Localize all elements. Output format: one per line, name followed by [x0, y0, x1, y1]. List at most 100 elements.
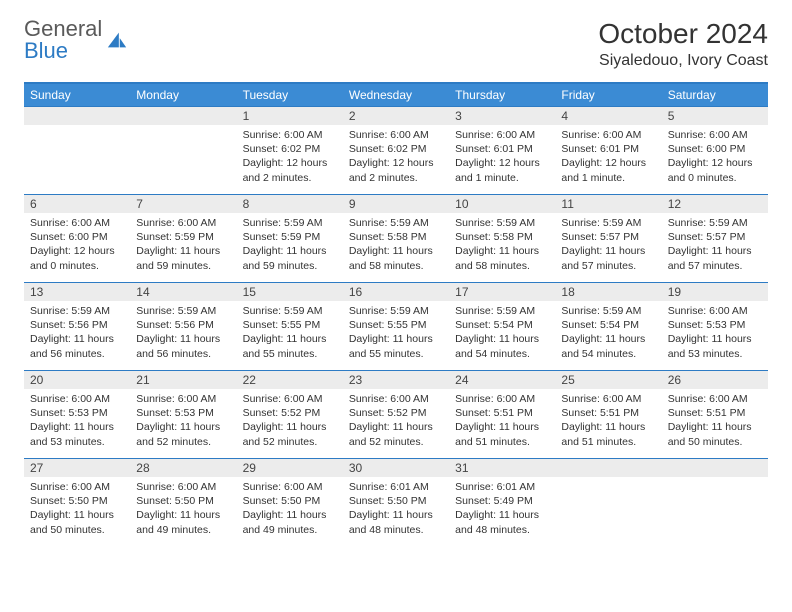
day-number: 14 — [130, 283, 236, 301]
calendar-cell: 23Sunrise: 6:00 AMSunset: 5:52 PMDayligh… — [343, 370, 449, 458]
day-details: Sunrise: 6:01 AMSunset: 5:49 PMDaylight:… — [449, 477, 555, 543]
day-details: Sunrise: 6:00 AMSunset: 5:52 PMDaylight:… — [343, 389, 449, 455]
day-number: 3 — [449, 107, 555, 125]
daylight-line: Daylight: 12 hours and 2 minutes. — [349, 156, 443, 184]
calendar-cell: 22Sunrise: 6:00 AMSunset: 5:52 PMDayligh… — [237, 370, 343, 458]
calendar-cell: 26Sunrise: 6:00 AMSunset: 5:51 PMDayligh… — [662, 370, 768, 458]
day-number: 11 — [555, 195, 661, 213]
logo: General Blue — [24, 18, 128, 62]
sunset-line: Sunset: 5:49 PM — [455, 494, 549, 508]
day-details: Sunrise: 6:00 AMSunset: 5:51 PMDaylight:… — [662, 389, 768, 455]
day-header: Tuesday — [237, 84, 343, 106]
sunrise-line: Sunrise: 6:00 AM — [349, 392, 443, 406]
day-number: 29 — [237, 459, 343, 477]
daylight-line: Daylight: 12 hours and 1 minute. — [455, 156, 549, 184]
daylight-line: Daylight: 12 hours and 1 minute. — [561, 156, 655, 184]
day-number: 26 — [662, 371, 768, 389]
calendar-cell: 4Sunrise: 6:00 AMSunset: 6:01 PMDaylight… — [555, 106, 661, 194]
calendar-cell: 21Sunrise: 6:00 AMSunset: 5:53 PMDayligh… — [130, 370, 236, 458]
calendar-cell: 25Sunrise: 6:00 AMSunset: 5:51 PMDayligh… — [555, 370, 661, 458]
month-title: October 2024 — [598, 18, 768, 50]
sunrise-line: Sunrise: 5:59 AM — [455, 304, 549, 318]
calendar-grid: SundayMondayTuesdayWednesdayThursdayFrid… — [24, 82, 768, 546]
day-details: Sunrise: 5:59 AMSunset: 5:55 PMDaylight:… — [343, 301, 449, 367]
calendar-cell: 7Sunrise: 6:00 AMSunset: 5:59 PMDaylight… — [130, 194, 236, 282]
daylight-line: Daylight: 11 hours and 50 minutes. — [30, 508, 124, 536]
day-number — [555, 459, 661, 477]
sunset-line: Sunset: 5:59 PM — [243, 230, 337, 244]
daylight-line: Daylight: 11 hours and 50 minutes. — [668, 420, 762, 448]
day-details: Sunrise: 6:00 AMSunset: 5:53 PMDaylight:… — [24, 389, 130, 455]
sunrise-line: Sunrise: 6:00 AM — [455, 392, 549, 406]
logo-sail-icon — [106, 29, 128, 51]
daylight-line: Daylight: 11 hours and 54 minutes. — [455, 332, 549, 360]
calendar-cell: 2Sunrise: 6:00 AMSunset: 6:02 PMDaylight… — [343, 106, 449, 194]
day-details: Sunrise: 5:59 AMSunset: 5:56 PMDaylight:… — [130, 301, 236, 367]
day-details: Sunrise: 6:00 AMSunset: 6:00 PMDaylight:… — [24, 213, 130, 279]
calendar-cell: 17Sunrise: 5:59 AMSunset: 5:54 PMDayligh… — [449, 282, 555, 370]
day-number — [130, 107, 236, 125]
day-details: Sunrise: 6:00 AMSunset: 5:59 PMDaylight:… — [130, 213, 236, 279]
calendar-cell-empty — [130, 106, 236, 194]
day-details: Sunrise: 5:59 AMSunset: 5:57 PMDaylight:… — [662, 213, 768, 279]
calendar-cell: 29Sunrise: 6:00 AMSunset: 5:50 PMDayligh… — [237, 458, 343, 546]
day-number: 5 — [662, 107, 768, 125]
daylight-line: Daylight: 11 hours and 56 minutes. — [136, 332, 230, 360]
sunset-line: Sunset: 5:52 PM — [349, 406, 443, 420]
day-number — [662, 459, 768, 477]
sunset-line: Sunset: 5:53 PM — [668, 318, 762, 332]
daylight-line: Daylight: 11 hours and 49 minutes. — [136, 508, 230, 536]
calendar-cell: 6Sunrise: 6:00 AMSunset: 6:00 PMDaylight… — [24, 194, 130, 282]
day-header: Thursday — [449, 84, 555, 106]
sunset-line: Sunset: 5:53 PM — [136, 406, 230, 420]
sunset-line: Sunset: 5:54 PM — [455, 318, 549, 332]
sunset-line: Sunset: 5:51 PM — [668, 406, 762, 420]
day-number: 20 — [24, 371, 130, 389]
calendar-cell-empty — [24, 106, 130, 194]
daylight-line: Daylight: 11 hours and 59 minutes. — [243, 244, 337, 272]
sunset-line: Sunset: 6:02 PM — [349, 142, 443, 156]
calendar-cell: 20Sunrise: 6:00 AMSunset: 5:53 PMDayligh… — [24, 370, 130, 458]
sunset-line: Sunset: 6:01 PM — [455, 142, 549, 156]
calendar-cell: 12Sunrise: 5:59 AMSunset: 5:57 PMDayligh… — [662, 194, 768, 282]
day-number: 1 — [237, 107, 343, 125]
sunrise-line: Sunrise: 6:00 AM — [136, 480, 230, 494]
daylight-line: Daylight: 11 hours and 49 minutes. — [243, 508, 337, 536]
sunrise-line: Sunrise: 6:00 AM — [668, 304, 762, 318]
daylight-line: Daylight: 11 hours and 59 minutes. — [136, 244, 230, 272]
day-header: Sunday — [24, 84, 130, 106]
day-number: 9 — [343, 195, 449, 213]
sunset-line: Sunset: 5:51 PM — [561, 406, 655, 420]
day-details: Sunrise: 6:00 AMSunset: 6:02 PMDaylight:… — [343, 125, 449, 191]
day-number: 7 — [130, 195, 236, 213]
day-number: 31 — [449, 459, 555, 477]
sunset-line: Sunset: 5:54 PM — [561, 318, 655, 332]
sunset-line: Sunset: 5:58 PM — [455, 230, 549, 244]
sunset-line: Sunset: 5:55 PM — [349, 318, 443, 332]
header: General Blue October 2024 Siyaledouo, Iv… — [24, 18, 768, 70]
daylight-line: Daylight: 11 hours and 51 minutes. — [561, 420, 655, 448]
calendar-cell: 8Sunrise: 5:59 AMSunset: 5:59 PMDaylight… — [237, 194, 343, 282]
sunrise-line: Sunrise: 5:59 AM — [349, 216, 443, 230]
day-details: Sunrise: 5:59 AMSunset: 5:54 PMDaylight:… — [449, 301, 555, 367]
day-details: Sunrise: 5:59 AMSunset: 5:55 PMDaylight:… — [237, 301, 343, 367]
sunset-line: Sunset: 5:56 PM — [136, 318, 230, 332]
calendar-cell: 13Sunrise: 5:59 AMSunset: 5:56 PMDayligh… — [24, 282, 130, 370]
sunset-line: Sunset: 6:00 PM — [668, 142, 762, 156]
title-block: October 2024 Siyaledouo, Ivory Coast — [598, 18, 768, 70]
day-number: 21 — [130, 371, 236, 389]
calendar-cell: 15Sunrise: 5:59 AMSunset: 5:55 PMDayligh… — [237, 282, 343, 370]
calendar-cell-empty — [662, 458, 768, 546]
calendar-cell: 31Sunrise: 6:01 AMSunset: 5:49 PMDayligh… — [449, 458, 555, 546]
sunrise-line: Sunrise: 6:00 AM — [455, 128, 549, 142]
day-number: 28 — [130, 459, 236, 477]
daylight-line: Daylight: 11 hours and 57 minutes. — [668, 244, 762, 272]
sunrise-line: Sunrise: 6:00 AM — [668, 128, 762, 142]
daylight-line: Daylight: 11 hours and 57 minutes. — [561, 244, 655, 272]
day-number: 17 — [449, 283, 555, 301]
sunrise-line: Sunrise: 5:59 AM — [136, 304, 230, 318]
calendar-cell: 11Sunrise: 5:59 AMSunset: 5:57 PMDayligh… — [555, 194, 661, 282]
sunrise-line: Sunrise: 5:59 AM — [668, 216, 762, 230]
day-number: 15 — [237, 283, 343, 301]
location: Siyaledouo, Ivory Coast — [598, 52, 768, 70]
